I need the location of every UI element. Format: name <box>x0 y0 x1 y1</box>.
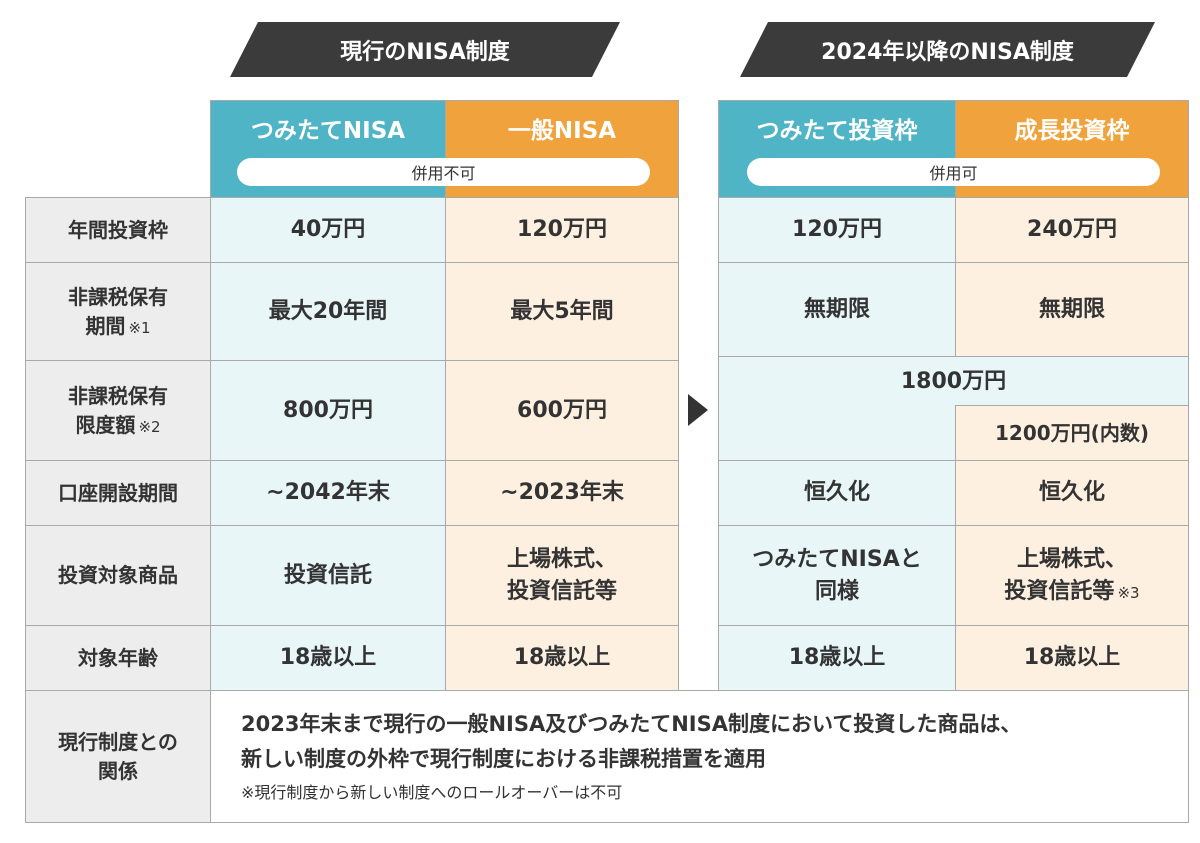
cell-value: 無期限 <box>803 296 870 322</box>
cell-value: 最大20年間 <box>268 298 388 324</box>
header-label: 成長投資枠 <box>1014 118 1130 144</box>
footnote-mark: ※1 <box>128 318 151 337</box>
row-label-text: 対象年齢 <box>78 645 158 670</box>
cell-value: 恒久化 <box>803 480 870 506</box>
row-label-text: 現行制度との <box>58 729 178 754</box>
cell-value-line2: 投資信託等 ※3 <box>1004 576 1139 608</box>
cell-value: 1800万円 <box>900 369 1007 394</box>
cell-value: 投資信託 <box>283 562 372 588</box>
row-label-text: 期間 <box>85 313 126 338</box>
cell-value: ~2042年末 <box>266 480 390 506</box>
cell-new-growth-annual: 240万円 <box>955 197 1189 263</box>
banner-current-system: 現行のNISA制度 <box>230 22 620 77</box>
relation-text: 2023年末まで現行の一般NISA及びつみたてNISA制度において投資した商品は… <box>241 712 1022 736</box>
cell-new-tsumitate-products: つみたてNISAと 同様 <box>718 525 956 626</box>
cell-value: 120万円 <box>517 217 607 243</box>
row-label-annual-limit: 年間投資枠 <box>25 197 211 263</box>
row-label-text-line2: 限度額 ※2 <box>75 411 160 440</box>
cell-value: 18歳以上 <box>279 645 377 671</box>
cell-current-ippan-annual: 120万円 <box>445 197 679 263</box>
cell-new-growth-inner-limit: 1200万円(内数) <box>955 405 1189 461</box>
row-label-text: 非課税保有 <box>68 383 168 408</box>
relation-note: ※現行制度から新しい制度へのロールオーバーは不可 <box>241 783 623 802</box>
banner-new-system: 2024年以降のNISA制度 <box>740 22 1155 77</box>
row-label-products: 投資対象商品 <box>25 525 211 626</box>
cell-current-ippan-limit: 600万円 <box>445 360 679 461</box>
cell-value: 最大5年間 <box>510 298 614 324</box>
cell-value: 上場株式、 <box>1016 546 1127 572</box>
cell-value: 無期限 <box>1038 296 1105 322</box>
cell-current-tsumitate-annual: 40万円 <box>210 197 446 263</box>
cell-current-tsumitate-period: 最大20年間 <box>210 262 446 361</box>
cell-new-growth-period: 無期限 <box>955 262 1189 357</box>
row-label-age: 対象年齢 <box>25 625 211 691</box>
row-label-account-period: 口座開設期間 <box>25 460 211 526</box>
row-label-text: 非課税保有 <box>68 284 168 309</box>
cell-value: 120万円 <box>792 217 882 243</box>
row-label-holding-limit: 非課税保有 限度額 ※2 <box>25 360 211 461</box>
cell-value: つみたてNISAと <box>752 546 922 572</box>
cell-new-tsumitate-period: 無期限 <box>718 262 956 357</box>
row-label-relation: 現行制度との 関係 <box>25 690 211 823</box>
relation-text: 新しい制度の外枠で現行制度における非課税措置を適用 <box>241 747 766 771</box>
cell-new-growth-account: 恒久化 <box>955 460 1189 526</box>
footnote-mark: ※2 <box>138 417 161 436</box>
arrow-right-icon <box>688 394 708 426</box>
cell-value: 投資信託等 <box>1004 578 1115 604</box>
cell-value: 240万円 <box>1027 217 1117 243</box>
cell-value: 同様 <box>814 578 859 604</box>
combination-badge-current: 併用不可 <box>237 158 650 186</box>
row-label-holding-period: 非課税保有 期間 ※1 <box>25 262 211 361</box>
cell-value: 1200万円(内数) <box>995 420 1149 445</box>
banner-new-title: 2024年以降のNISA制度 <box>821 39 1074 65</box>
cell-current-tsumitate-limit: 800万円 <box>210 360 446 461</box>
cell-current-ippan-period: 最大5年間 <box>445 262 679 361</box>
row-label-text: 口座開設期間 <box>58 480 178 505</box>
combination-label: 併用可 <box>929 164 978 183</box>
cell-new-growth-age: 18歳以上 <box>955 625 1189 691</box>
cell-value: 18歳以上 <box>788 645 886 671</box>
row-label-text: 年間投資枠 <box>68 217 168 242</box>
cell-value: 恒久化 <box>1038 480 1105 506</box>
relation-description: 2023年末まで現行の一般NISA及びつみたてNISA制度において投資した商品は… <box>210 690 1189 823</box>
cell-current-tsumitate-products: 投資信託 <box>210 525 446 626</box>
header-label: 一般NISA <box>507 118 617 144</box>
cell-value: 投資信託等 <box>506 578 617 604</box>
cell-value: 18歳以上 <box>1023 645 1121 671</box>
cell-current-tsumitate-account: ~2042年末 <box>210 460 446 526</box>
header-label: つみたて投資枠 <box>756 118 918 144</box>
banner-current-title: 現行のNISA制度 <box>340 39 510 65</box>
cell-current-ippan-account: ~2023年末 <box>445 460 679 526</box>
cell-current-tsumitate-age: 18歳以上 <box>210 625 446 691</box>
combination-badge-new: 併用可 <box>747 158 1160 186</box>
row-label-text: 限度額 <box>75 412 136 437</box>
cell-value: 600万円 <box>517 397 607 423</box>
cell-value: 800万円 <box>283 397 373 423</box>
row-label-text-line2: 期間 ※1 <box>85 312 150 341</box>
cell-current-ippan-age: 18歳以上 <box>445 625 679 691</box>
cell-value: 18歳以上 <box>513 645 611 671</box>
row-label-text: 関係 <box>98 758 138 783</box>
cell-new-tsumitate-age: 18歳以上 <box>718 625 956 691</box>
cell-value: 上場株式、 <box>506 546 617 572</box>
footnote-mark: ※3 <box>1117 583 1140 602</box>
cell-new-tsumitate-annual: 120万円 <box>718 197 956 263</box>
cell-new-growth-products: 上場株式、 投資信託等 ※3 <box>955 525 1189 626</box>
cell-value: 40万円 <box>290 217 366 243</box>
combination-label: 併用不可 <box>411 164 476 183</box>
header-label: つみたてNISA <box>250 118 406 144</box>
cell-current-ippan-products: 上場株式、 投資信託等 <box>445 525 679 626</box>
cell-value: ~2023年末 <box>500 480 624 506</box>
row-label-text: 投資対象商品 <box>58 563 178 587</box>
cell-new-tsumitate-account: 恒久化 <box>718 460 956 526</box>
